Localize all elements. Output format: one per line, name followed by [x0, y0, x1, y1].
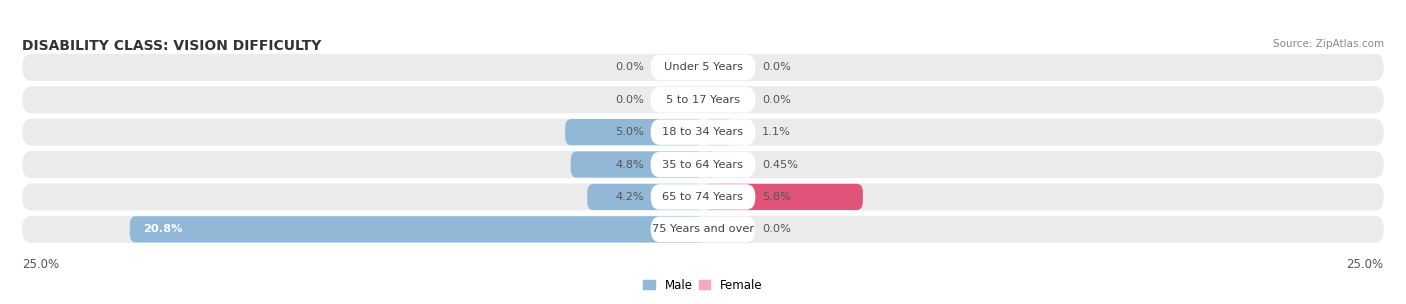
- Text: 5.0%: 5.0%: [614, 127, 644, 137]
- Text: 0.45%: 0.45%: [762, 160, 799, 170]
- FancyBboxPatch shape: [651, 119, 755, 145]
- Text: 25.0%: 25.0%: [1347, 258, 1384, 271]
- Text: 18 to 34 Years: 18 to 34 Years: [662, 127, 744, 137]
- Text: 0.0%: 0.0%: [614, 95, 644, 105]
- Text: Under 5 Years: Under 5 Years: [664, 62, 742, 72]
- Text: DISABILITY CLASS: VISION DIFFICULTY: DISABILITY CLASS: VISION DIFFICULTY: [22, 39, 322, 53]
- FancyBboxPatch shape: [651, 87, 755, 112]
- FancyBboxPatch shape: [703, 119, 734, 145]
- Text: Source: ZipAtlas.com: Source: ZipAtlas.com: [1272, 39, 1384, 49]
- Text: 0.0%: 0.0%: [614, 62, 644, 72]
- FancyBboxPatch shape: [129, 216, 703, 243]
- Text: 4.8%: 4.8%: [614, 160, 644, 170]
- Text: 25.0%: 25.0%: [22, 258, 59, 271]
- FancyBboxPatch shape: [22, 86, 1384, 113]
- FancyBboxPatch shape: [22, 216, 1384, 243]
- Text: 0.0%: 0.0%: [762, 95, 792, 105]
- FancyBboxPatch shape: [22, 183, 1384, 210]
- Text: 35 to 64 Years: 35 to 64 Years: [662, 160, 744, 170]
- FancyBboxPatch shape: [22, 54, 1384, 81]
- FancyBboxPatch shape: [651, 217, 755, 242]
- FancyBboxPatch shape: [571, 151, 703, 178]
- FancyBboxPatch shape: [703, 184, 863, 210]
- FancyBboxPatch shape: [588, 184, 703, 210]
- FancyBboxPatch shape: [22, 119, 1384, 146]
- FancyBboxPatch shape: [703, 151, 716, 178]
- Text: 1.1%: 1.1%: [762, 127, 792, 137]
- FancyBboxPatch shape: [565, 119, 703, 145]
- FancyBboxPatch shape: [651, 184, 755, 210]
- Text: 4.2%: 4.2%: [616, 192, 644, 202]
- Text: 0.0%: 0.0%: [762, 62, 792, 72]
- Text: 20.8%: 20.8%: [143, 224, 183, 234]
- FancyBboxPatch shape: [22, 151, 1384, 178]
- Text: 0.0%: 0.0%: [762, 224, 792, 234]
- Text: 5 to 17 Years: 5 to 17 Years: [666, 95, 740, 105]
- FancyBboxPatch shape: [651, 152, 755, 177]
- Legend: Male, Female: Male, Female: [644, 279, 762, 292]
- Text: 75 Years and over: 75 Years and over: [652, 224, 754, 234]
- FancyBboxPatch shape: [651, 55, 755, 80]
- Text: 5.8%: 5.8%: [762, 192, 792, 202]
- Text: 65 to 74 Years: 65 to 74 Years: [662, 192, 744, 202]
